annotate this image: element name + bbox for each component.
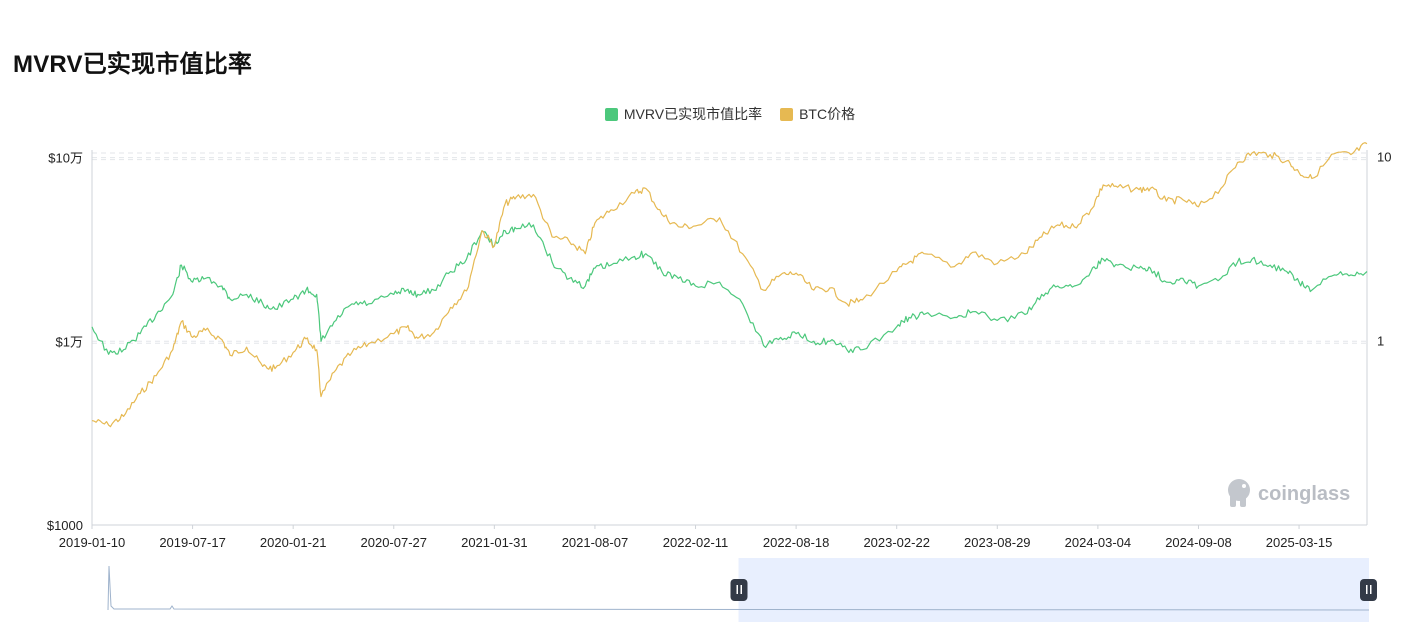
x-tick-label: 2019-07-17 (159, 535, 226, 550)
series-line-mvrv (91, 222, 1368, 355)
coinglass-logo-icon (1228, 479, 1250, 507)
x-axis: 2019-01-10 2019-07-17 2020-01-21 2020-07-27… (59, 525, 1333, 550)
x-tick-label: 2019-01-10 (59, 535, 126, 550)
right-y-tick-label: 10 (1377, 150, 1391, 165)
slider-handle-right[interactable] (1360, 579, 1377, 601)
legend-label-btc: BTC价格 (799, 106, 856, 122)
left-y-tick-label: $10万 (48, 151, 83, 166)
x-tick-label: 2021-08-07 (562, 535, 629, 550)
legend-label-mvrv: MVRV已实现市值比率 (623, 106, 763, 122)
x-tick-label: 2022-08-18 (763, 535, 830, 550)
x-tick-label: 2024-03-04 (1065, 535, 1132, 550)
slider-selection[interactable] (738, 558, 1370, 622)
legend: MVRV已实现市值比率 BTC价格 (0, 104, 1425, 124)
x-tick-label: 2024-09-08 (1165, 535, 1232, 550)
watermark-text: coinglass (1258, 483, 1350, 505)
left-y-tick-label: $1000 (47, 518, 83, 533)
watermark: coinglass (1228, 479, 1350, 507)
chart-title: MVRV已实现市值比率 (13, 51, 253, 78)
x-tick-label: 2021-01-31 (461, 535, 528, 550)
slider-handle-left[interactable] (730, 579, 748, 601)
x-tick-label: 2023-02-22 (863, 535, 930, 550)
series-layer (91, 142, 1368, 428)
legend-item-mvrv[interactable]: MVRV已实现市值比率 (604, 104, 763, 124)
legend-swatch-btc (780, 107, 794, 121)
range-slider[interactable] (107, 558, 1377, 622)
legend-swatch-mvrv (604, 107, 618, 121)
left-y-tick-label: $1万 (56, 334, 83, 349)
right-y-tick-label: 1 (1377, 333, 1384, 348)
grid-lines (92, 152, 1367, 344)
x-tick-label: 2020-01-21 (260, 535, 327, 550)
x-tick-label: 2020-07-27 (361, 535, 428, 550)
series-line-btc-price (91, 142, 1368, 428)
x-tick-label: 2025-03-15 (1266, 535, 1333, 550)
legend-item-btc-price[interactable]: BTC价格 (780, 104, 855, 124)
right-y-axis: 1 10 (1377, 150, 1391, 349)
left-y-axis: $1000 $1万 $10万 (47, 151, 83, 533)
x-tick-label: 2023-08-29 (964, 535, 1031, 550)
slider-overview-line (107, 565, 1370, 611)
x-tick-label: 2022-02-11 (663, 535, 729, 550)
